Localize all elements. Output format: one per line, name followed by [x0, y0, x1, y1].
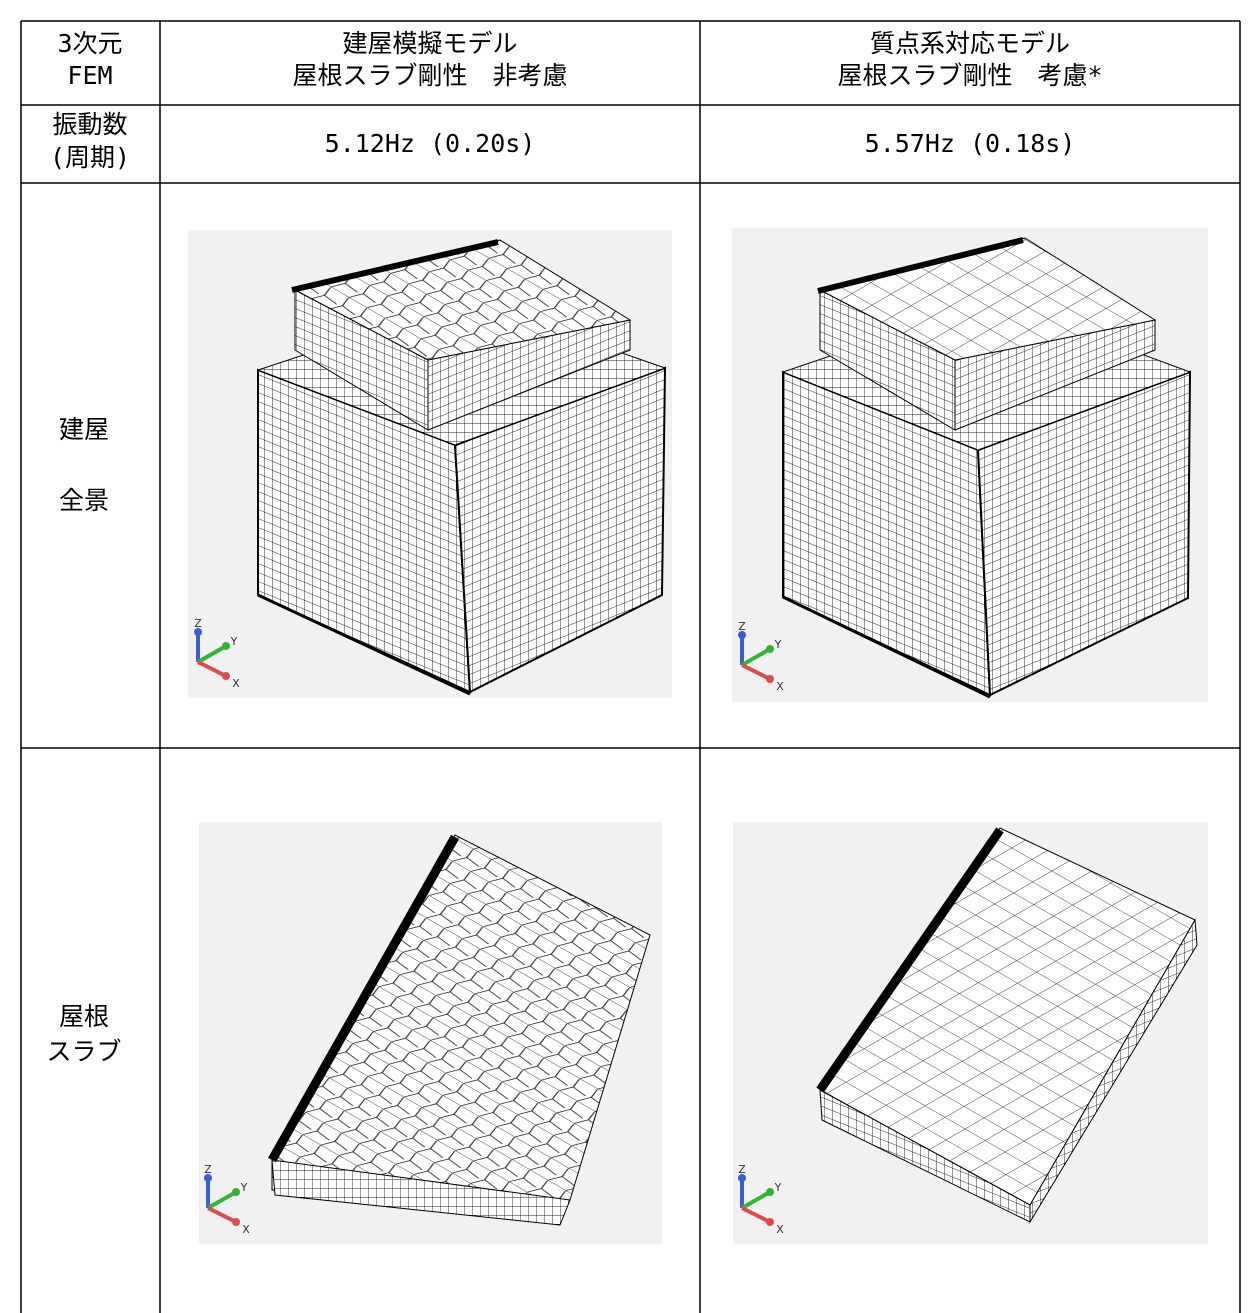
table-borders	[20, 20, 1241, 1313]
fem-figure	[199, 822, 662, 1244]
axis-label: X	[232, 677, 240, 690]
axis-arrow	[197, 644, 227, 664]
axis-arrow	[207, 1190, 237, 1210]
frequency: 5.57Hz (0.18s)	[865, 129, 1076, 158]
axis-label: Z	[204, 1163, 212, 1176]
row-label: 屋根	[59, 1002, 109, 1031]
axis-arrow	[741, 1190, 771, 1210]
axis-arrow	[741, 663, 771, 681]
axis-label: Z	[194, 617, 202, 630]
axis-arrow-head	[766, 1218, 774, 1226]
axis-arrow-head	[194, 628, 202, 636]
axis-label: Z	[738, 620, 746, 633]
axis-arrow-head	[222, 642, 230, 650]
axis-arrow-head	[738, 1174, 746, 1182]
axis-label: Y	[774, 638, 782, 651]
axis-arrow-head	[766, 645, 774, 653]
header-text: 屋根スラブ剛性 考慮*	[837, 61, 1102, 90]
axis-label: Y	[230, 635, 238, 648]
row-label: (周期)	[50, 143, 130, 172]
fem-figure	[733, 822, 1208, 1244]
axis-label: Y	[774, 1181, 782, 1194]
header-text: 建屋模擬モデル	[342, 29, 517, 58]
axis-arrow-head	[222, 672, 230, 680]
axis-arrow	[197, 660, 227, 678]
row-label: スラブ	[46, 1037, 121, 1066]
axis-arrow-head	[204, 1174, 212, 1182]
axis-arrow-head	[766, 1188, 774, 1196]
axis-label: Z	[738, 1163, 746, 1176]
axis-arrow	[207, 1206, 237, 1224]
axis-arrow-head	[232, 1188, 240, 1196]
axis-arrow-head	[232, 1218, 240, 1226]
axis-label: X	[776, 1223, 784, 1236]
fem-figure	[732, 228, 1208, 702]
axis-arrow-head	[766, 675, 774, 683]
row-label: 建屋	[59, 415, 109, 444]
axis-label: Y	[240, 1181, 248, 1194]
row-label: 振動数	[52, 110, 127, 139]
header-text: 質点系対応モデル	[870, 29, 1070, 58]
axis-label: X	[776, 680, 784, 693]
axis-arrow	[741, 1206, 771, 1224]
fem-figure	[188, 230, 672, 698]
frequency: 5.12Hz (0.20s)	[325, 129, 536, 158]
axis-label: X	[242, 1223, 250, 1236]
header-text: 屋根スラブ剛性 非考慮	[292, 61, 567, 90]
row-label: 全景	[59, 486, 109, 515]
axis-arrow	[741, 647, 771, 667]
header-text: 3次元	[57, 29, 122, 58]
header-text: FEM	[67, 61, 112, 90]
axis-arrow-head	[738, 631, 746, 639]
